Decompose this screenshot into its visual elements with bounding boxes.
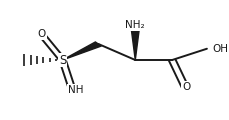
- Text: OH: OH: [211, 44, 227, 54]
- Text: O: O: [38, 29, 46, 39]
- Text: O: O: [181, 82, 190, 92]
- Text: NH₂: NH₂: [125, 20, 144, 30]
- Text: S: S: [59, 54, 66, 66]
- Text: NH: NH: [68, 85, 83, 95]
- Polygon shape: [62, 42, 101, 60]
- Polygon shape: [131, 30, 139, 60]
